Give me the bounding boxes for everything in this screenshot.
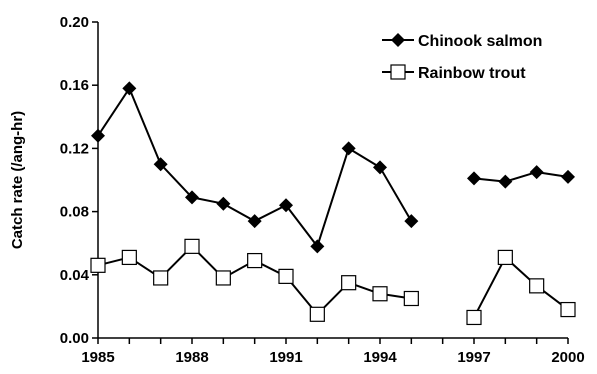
y-tick-label: 0.04 [60,267,90,284]
data-point-rainbow-trout [560,301,576,318]
data-point-rainbow-trout [309,306,325,322]
data-point-chinook-salmon [185,190,199,205]
data-point-chinook-salmon [279,198,293,213]
data-point-rainbow-trout [466,309,482,326]
series-chinook-salmon [91,81,575,254]
data-point-rainbow-trout [121,249,137,266]
data-point-chinook-salmon [498,174,513,189]
y-tick-label: 0.00 [60,330,89,347]
legend-item-rainbow-trout: Rainbow trout [382,64,526,82]
y-tick-label: 0.12 [60,140,89,157]
data-point-chinook-salmon [561,169,575,184]
data-point-rainbow-trout [372,286,388,302]
data-point-rainbow-trout [403,290,419,307]
y-tick-label: 0.08 [60,204,89,221]
data-point-chinook-salmon [310,239,325,254]
legend-label-rainbow-trout: Rainbow trout [418,65,526,82]
plot-area: 0.00 0.04 0.08 0.12 0.16 0.20 1985 1988 1991 199… [60,14,585,366]
data-point-chinook-salmon [467,171,481,186]
x-tick-label: 1985 [81,349,114,366]
data-point-rainbow-trout [215,270,231,286]
series-line-chinook-salmon [473,171,569,183]
x-tick-label: 1997 [457,349,490,366]
data-point-chinook-salmon [91,128,105,143]
data-point-rainbow-trout [278,268,294,284]
y-axis-ticks: 0.00 0.04 0.08 0.12 0.16 0.20 [60,14,98,347]
series-rainbow-trout [90,238,576,326]
legend-label-chinook-salmon: Chinook salmon [418,33,542,50]
legend-item-chinook-salmon: Chinook salmon [382,33,542,50]
data-point-rainbow-trout [247,252,263,269]
x-tick-label: 1991 [269,349,302,366]
data-point-chinook-salmon [122,81,137,96]
data-point-chinook-salmon [153,157,168,172]
data-point-chinook-salmon [373,160,387,175]
data-point-chinook-salmon [404,214,419,229]
series-line-rainbow-trout [473,256,569,318]
y-tick-label: 0.20 [60,14,89,31]
y-tick-label: 0.16 [60,77,89,94]
x-tick-label: 2000 [551,349,584,366]
data-point-rainbow-trout [529,278,545,294]
data-point-rainbow-trout [341,275,357,291]
legend-marker-diamond-icon [391,33,405,47]
y-axis-title: Catch rate (/ang-hr) [9,111,26,249]
legend-marker-square-icon [390,64,406,80]
x-tick-label: 1994 [363,349,397,366]
x-axis-ticks: 1985 1988 1991 1994 1997 2000 [81,338,585,366]
data-point-rainbow-trout [497,249,513,266]
data-point-chinook-salmon [247,214,262,229]
data-point-rainbow-trout [153,270,169,286]
data-point-chinook-salmon [341,141,356,156]
data-point-rainbow-trout [184,238,200,254]
series-layer [90,81,576,326]
legend: Chinook salmon Rainbow trout [382,33,542,82]
data-point-chinook-salmon [216,196,231,211]
data-point-chinook-salmon [529,165,544,180]
x-tick-label: 1988 [175,349,208,366]
data-point-rainbow-trout [90,257,106,273]
